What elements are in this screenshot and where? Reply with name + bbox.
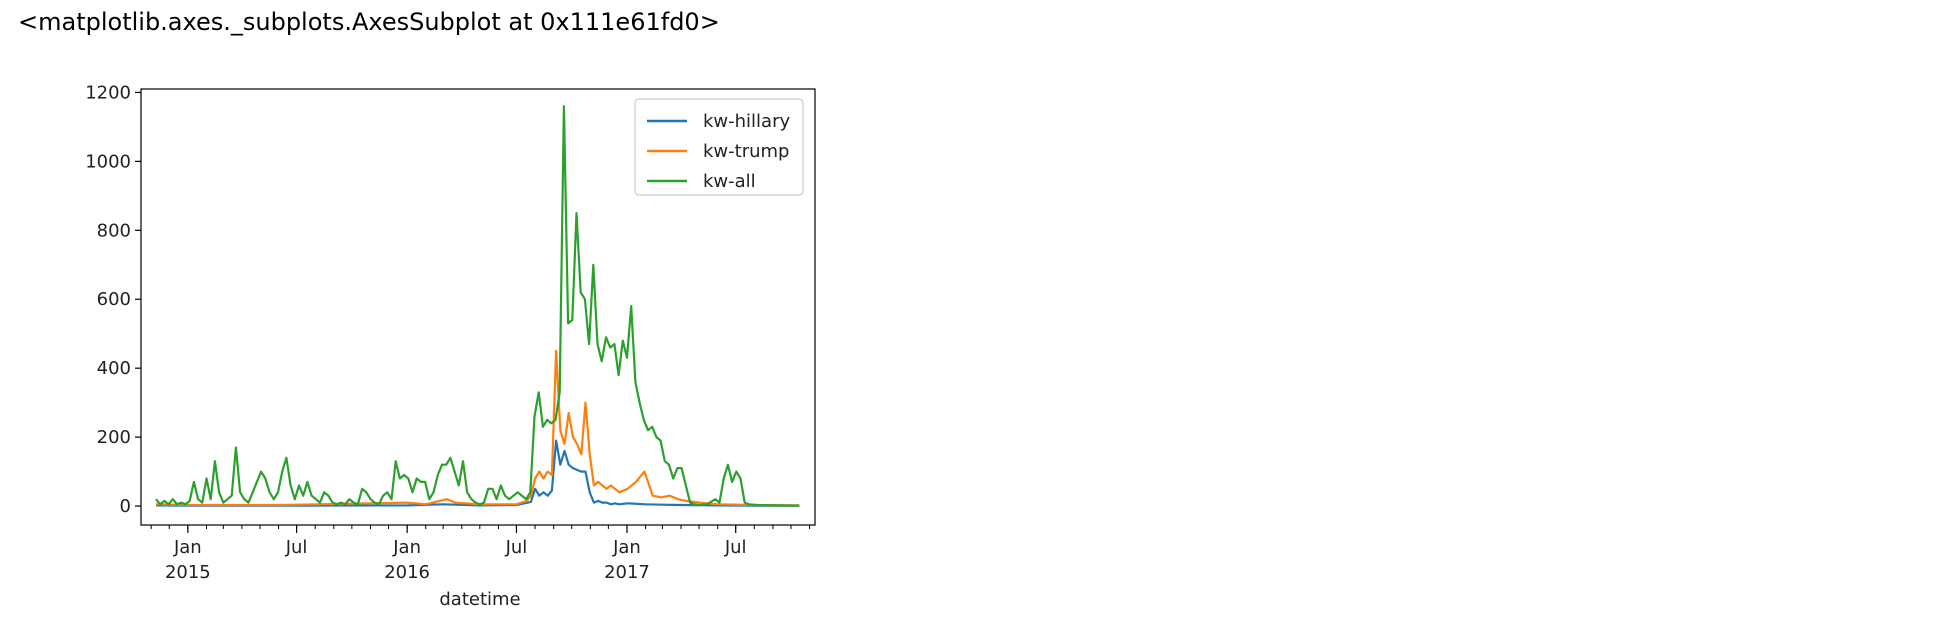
y-tick-label: 800 [97,220,131,241]
plot-frame [140,88,816,526]
y-tick-label: 400 [97,358,131,379]
y-tick-label: 1200 [85,82,131,103]
x-tick-label: Jan [173,537,202,558]
y-tick-label: 0 [120,496,131,517]
legend-label-kw-all: kw-all [703,171,756,192]
x-tick-label: Jul [505,537,528,558]
legend-label-kw-hillary: kw-hillary [703,111,790,132]
legend-label-kw-trump: kw-trump [703,141,789,162]
y-tick-label: 600 [97,289,131,310]
y-tick-label: 200 [97,427,131,448]
series-line-kw-trump [155,349,800,507]
x-axis-label: datetime [439,589,520,610]
cell-output-repr: <matplotlib.axes._subplots.AxesSubplot a… [18,8,720,36]
series-group [155,105,800,507]
y-tick-label: 1000 [85,151,131,172]
x-tick-label: Jan [392,537,421,558]
x-tick-label: Jul [724,537,747,558]
x-tick-label: Jan [612,537,641,558]
legend: kw-hillary kw-trump kw-all [634,98,804,196]
x-tick-year-label: 2015 [165,562,211,583]
series-line-kw-all [155,105,800,507]
series-line-kw-hillary [155,439,800,507]
x-tick-year-label: 2016 [384,562,430,583]
x-tick-year-label: 2017 [604,562,650,583]
legend-box [634,98,804,196]
x-tick-label: Jul [285,537,308,558]
